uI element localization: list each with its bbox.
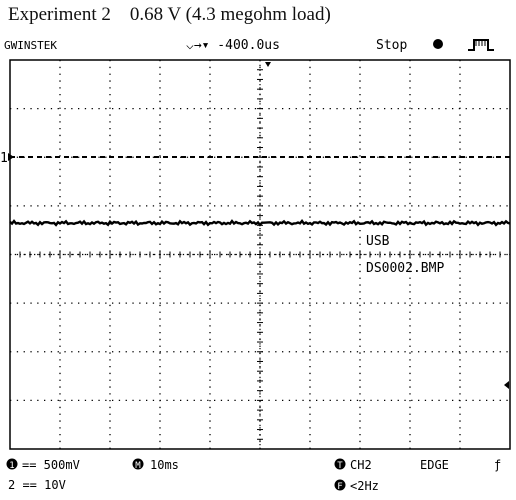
timebase-readout: 10ms xyxy=(150,458,179,472)
brand-label: GWINSTEK xyxy=(4,39,57,52)
trigger-badge-text: T xyxy=(337,461,343,471)
caption-title: Experiment 2 0.68 V (4.3 megohm load) xyxy=(8,4,331,25)
run-state-label: Stop xyxy=(376,38,407,53)
frequency-badge-text: F xyxy=(337,482,342,492)
ch1-badge-text: 1 xyxy=(9,461,14,471)
ch1-badge xyxy=(6,458,18,470)
trigger-position-readout: ⌵→▾ -400.0us xyxy=(186,38,280,53)
trigger-level-marker xyxy=(504,381,509,389)
pulse-icon xyxy=(468,39,494,51)
filename-overlay-label: DS0002.BMP xyxy=(366,261,444,276)
dot-icon xyxy=(433,39,443,49)
trigger-position-marker xyxy=(265,62,271,67)
usb-overlay-label: USB xyxy=(366,234,390,249)
graticule-grid xyxy=(9,59,511,449)
trigger-badge xyxy=(334,458,346,470)
frequency-badge xyxy=(334,479,346,491)
ch2-scale-readout: 2 == 10V xyxy=(8,478,66,492)
waveform-traces xyxy=(9,156,511,227)
frequency-readout: <2Hz xyxy=(350,479,379,493)
ch1-scale-readout: == 500mV xyxy=(22,458,80,472)
oscilloscope-display: GWINSTEK ⌵→▾ -400.0us Stop 1 USB DS0002.… xyxy=(0,38,511,493)
trigger-source-readout: CH2 xyxy=(350,458,372,472)
timebase-badge-text: M xyxy=(135,461,141,471)
channel-1-marker: 1 xyxy=(0,151,8,166)
channel-1-waveform xyxy=(9,218,511,227)
timebase-badge xyxy=(132,458,144,470)
pulse-icon-ticks xyxy=(475,40,486,46)
trigger-slope-icon: ƒ xyxy=(494,458,501,472)
trigger-mode-readout: EDGE xyxy=(420,458,449,472)
